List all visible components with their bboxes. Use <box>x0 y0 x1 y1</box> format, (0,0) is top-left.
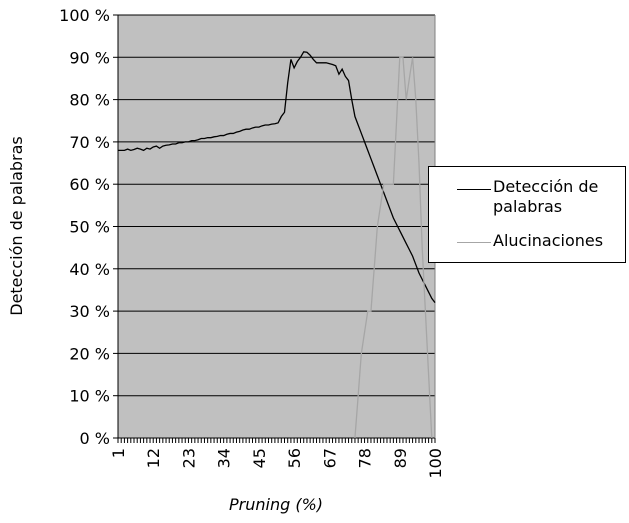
x-axis-label: Pruning (%) <box>229 495 323 514</box>
legend-swatch <box>457 189 491 190</box>
y-tick-label: 90 % <box>69 48 110 67</box>
legend-label: Detección de palabras <box>493 177 599 216</box>
x-tick-label: 100 <box>426 448 445 479</box>
y-tick-label: 30 % <box>69 302 110 321</box>
legend: Detección de palabras Alucinaciones <box>428 166 626 263</box>
x-tick-label: 67 <box>320 448 339 468</box>
data-line <box>354 56 433 439</box>
y-tick-label: 60 % <box>69 175 110 194</box>
x-tick-label: 89 <box>391 448 410 468</box>
y-tick-label: 50 % <box>69 218 110 237</box>
y-tick-label: 40 % <box>69 260 110 279</box>
y-tick-label: 0 % <box>80 429 110 448</box>
x-tick-label: 23 <box>179 448 198 468</box>
legend-label: Alucinaciones <box>493 231 604 250</box>
x-tick-label: 56 <box>285 448 304 468</box>
y-tick-label: 100 % <box>59 6 110 25</box>
y-axis-label: Detección de palabras <box>7 136 26 316</box>
x-tick-label: 12 <box>144 448 163 468</box>
y-tick-label: 70 % <box>69 133 110 152</box>
data-line <box>118 51 436 304</box>
x-tick-label: 78 <box>356 448 375 468</box>
y-tick-label: 80 % <box>69 91 110 110</box>
x-tick-label: 45 <box>250 448 269 468</box>
y-tick-label: 20 % <box>69 344 110 363</box>
x-tick-label: 34 <box>215 448 234 468</box>
x-tick-label: 1 <box>109 448 128 458</box>
legend-swatch <box>457 242 491 243</box>
y-tick-label: 10 % <box>69 387 110 406</box>
